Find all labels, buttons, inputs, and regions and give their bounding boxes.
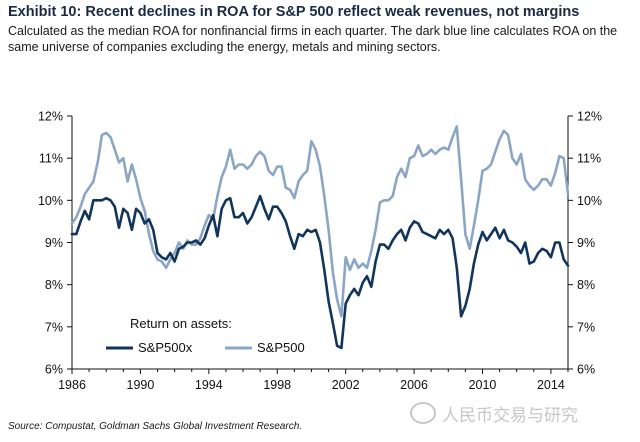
wechat-logo-icon [410, 402, 436, 424]
y-tick-label-left: 10% [38, 194, 63, 208]
y-tick-label-right: 10% [577, 194, 602, 208]
source-note: Source: Compustat, Goldman Sachs Global … [8, 421, 303, 432]
x-tick-label: 1998 [263, 378, 291, 392]
series-line-sp500x [70, 194, 570, 350]
x-tick-label: 2006 [400, 378, 428, 392]
y-tick-label-left: 11% [39, 152, 63, 166]
legend-label-sp500: S&P500 [257, 340, 305, 355]
y-tick-label-left: 9% [45, 236, 63, 250]
y-tick-label-right: 6% [577, 363, 595, 377]
legend-label-sp500x: S&P500x [138, 340, 193, 355]
legend-title: Return on assets: [130, 316, 232, 331]
watermark: 人民币交易与研究 [410, 398, 636, 428]
chart-legend: Return on assets: S&P500x S&P500 [106, 316, 305, 355]
y-tick-label-left: 7% [45, 320, 63, 334]
chart-series-lines [70, 125, 570, 350]
x-tick-label: 2002 [332, 378, 360, 392]
series-line-sp500 [70, 125, 570, 318]
x-tick-label: 2010 [469, 378, 497, 392]
y-tick-label-right: 11% [577, 152, 601, 166]
watermark-text: 人民币交易与研究 [442, 405, 578, 425]
x-tick-label: 1986 [58, 378, 86, 392]
y-tick-label-right: 7% [577, 320, 595, 334]
x-tick-label: 1994 [195, 378, 223, 392]
chart-subtitle: Calculated as the median ROA for nonfina… [8, 24, 618, 54]
y-tick-label-left: 6% [45, 363, 63, 377]
chart-title: Exhibit 10: Recent declines in ROA for S… [8, 4, 580, 20]
y-tick-label-right: 9% [577, 236, 595, 250]
chart-ticks: 6% 7% 8% 9% 10% 11% 12% 6% 7% 8% 9% 10% 11% 12% 1986 19… [38, 110, 602, 393]
y-tick-label-left: 8% [45, 278, 63, 292]
y-tick-label-left: 12% [38, 110, 63, 124]
y-tick-label-right: 12% [577, 110, 602, 124]
x-tick-label: 2014 [537, 378, 565, 392]
x-tick-label: 1990 [127, 378, 155, 392]
y-tick-label-right: 8% [577, 278, 595, 292]
